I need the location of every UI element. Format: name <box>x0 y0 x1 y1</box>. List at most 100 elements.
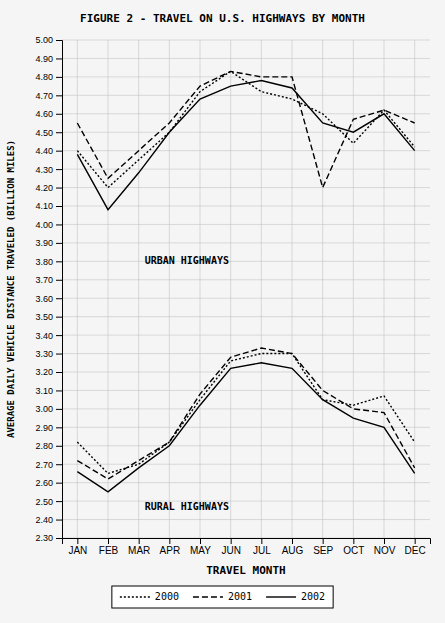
series-line <box>77 71 414 187</box>
x-tick-mark <box>384 538 385 544</box>
y-grid-line <box>62 390 430 391</box>
y-tick-label: 2.70 <box>35 460 53 470</box>
y-tick-mark <box>56 335 62 336</box>
y-grid-line <box>62 482 430 483</box>
x-tick-label: FEB <box>99 545 119 556</box>
y-tick: 3.60 <box>35 294 62 304</box>
series-line <box>77 71 414 187</box>
y-tick-mark <box>56 169 62 170</box>
annotation: RURAL HIGHWAYS <box>145 501 229 512</box>
x-tick-mark <box>353 538 354 544</box>
y-grid-line <box>62 464 430 465</box>
y-grid-line <box>62 316 430 317</box>
y-tick-mark <box>56 409 62 410</box>
x-tick-mark <box>139 538 140 544</box>
y-tick-label: 4.10 <box>35 201 53 211</box>
y-tick-label: 2.80 <box>35 441 53 451</box>
y-grid-line <box>62 408 430 409</box>
y-tick: 4.30 <box>35 164 62 174</box>
legend-entry: 2002 <box>266 591 325 602</box>
y-tick-mark <box>56 483 62 484</box>
y-tick-label: 3.10 <box>35 386 53 396</box>
y-tick: 4.40 <box>35 146 62 156</box>
y-grid-line <box>62 113 430 114</box>
y-tick: 3.90 <box>35 238 62 248</box>
y-axis: 2.302.402.502.602.702.802.903.003.103.20… <box>35 35 62 543</box>
y-tick: 3.00 <box>35 404 62 414</box>
legend-entry: 2001 <box>193 591 252 602</box>
x-tick: AUG <box>282 538 304 556</box>
legend-entry: 2000 <box>120 591 179 602</box>
x-tick-label: SEP <box>313 545 333 556</box>
x-grid-line <box>414 40 415 538</box>
y-tick-label: 3.20 <box>35 367 53 377</box>
y-tick: 2.30 <box>35 533 62 543</box>
x-tick-label: MAR <box>128 545 150 556</box>
lines <box>77 71 414 492</box>
y-tick-mark <box>56 501 62 502</box>
y-tick: 3.10 <box>35 386 62 396</box>
y-grid-line <box>62 279 430 280</box>
y-grid-line <box>62 132 430 133</box>
y-grid-line <box>62 261 430 262</box>
y-tick-mark <box>56 40 62 41</box>
y-grid-line <box>62 372 430 373</box>
x-tick-label: OCT <box>343 545 364 556</box>
y-tick-mark <box>56 261 62 262</box>
y-tick: 4.80 <box>35 72 62 82</box>
series-line <box>77 348 414 479</box>
y-grid-line <box>62 95 430 96</box>
y-tick-label: 3.80 <box>35 257 53 267</box>
x-tick: MAY <box>190 538 211 556</box>
y-grid-line <box>62 427 430 428</box>
x-tick: JUL <box>253 538 271 556</box>
y-tick-mark <box>56 58 62 59</box>
series-line <box>77 81 414 210</box>
x-tick: JAN <box>68 538 87 556</box>
y-tick-label: 3.00 <box>35 404 53 414</box>
x-tick-mark <box>261 538 262 544</box>
y-tick-mark <box>56 206 62 207</box>
y-tick-mark <box>56 188 62 189</box>
x-tick: FEB <box>99 538 119 556</box>
y-tick-label: 2.50 <box>35 496 53 506</box>
x-tick-label: DEC <box>405 545 426 556</box>
grid <box>62 40 430 538</box>
y-tick: 4.60 <box>35 109 62 119</box>
y-tick-label: 3.60 <box>35 294 53 304</box>
plot: 2.302.402.502.602.702.802.903.003.103.20… <box>6 35 431 577</box>
y-tick-label: 4.90 <box>35 54 53 64</box>
series-line <box>77 354 414 474</box>
y-tick-label: 3.70 <box>35 275 53 285</box>
x-tick-label: AUG <box>282 545 304 556</box>
x-tick: APR <box>160 538 181 556</box>
y-tick-label: 4.60 <box>35 109 53 119</box>
x-grid-line <box>108 40 109 538</box>
y-grid-line <box>62 76 430 77</box>
x-axis: JANFEBMARAPRMAYJUNJULAUGSEPOCTNOVDEC <box>63 538 431 556</box>
y-tick-mark <box>56 317 62 318</box>
y-grid-line <box>62 150 430 151</box>
y-grid-line <box>62 445 430 446</box>
y-tick-label: 2.90 <box>35 423 53 433</box>
y-tick-mark <box>56 151 62 152</box>
y-tick-label: 4.80 <box>35 72 53 82</box>
x-tick: MAR <box>128 538 150 556</box>
y-tick: 2.60 <box>35 478 62 488</box>
y-tick: 3.50 <box>35 312 62 322</box>
y-axis-title: AVERAGE DAILY VEHICLE DISTANCE TRAVELED … <box>6 140 16 438</box>
y-tick-mark <box>56 298 62 299</box>
y-tick-mark <box>56 464 62 465</box>
y-tick: 3.30 <box>35 349 62 359</box>
y-tick-label: 5.00 <box>35 35 53 45</box>
x-tick: NOV <box>374 538 396 556</box>
x-tick-mark <box>77 538 78 544</box>
legend-swatch <box>266 596 296 597</box>
legend-label: 2002 <box>301 591 325 602</box>
y-axis-line <box>56 41 63 539</box>
annotation: URBAN HIGHWAYS <box>145 255 229 266</box>
y-grid-line <box>62 224 430 225</box>
x-tick: OCT <box>343 538 364 556</box>
y-tick-label: 4.30 <box>35 164 53 174</box>
legend: 2000 2001 2002 <box>112 586 333 608</box>
